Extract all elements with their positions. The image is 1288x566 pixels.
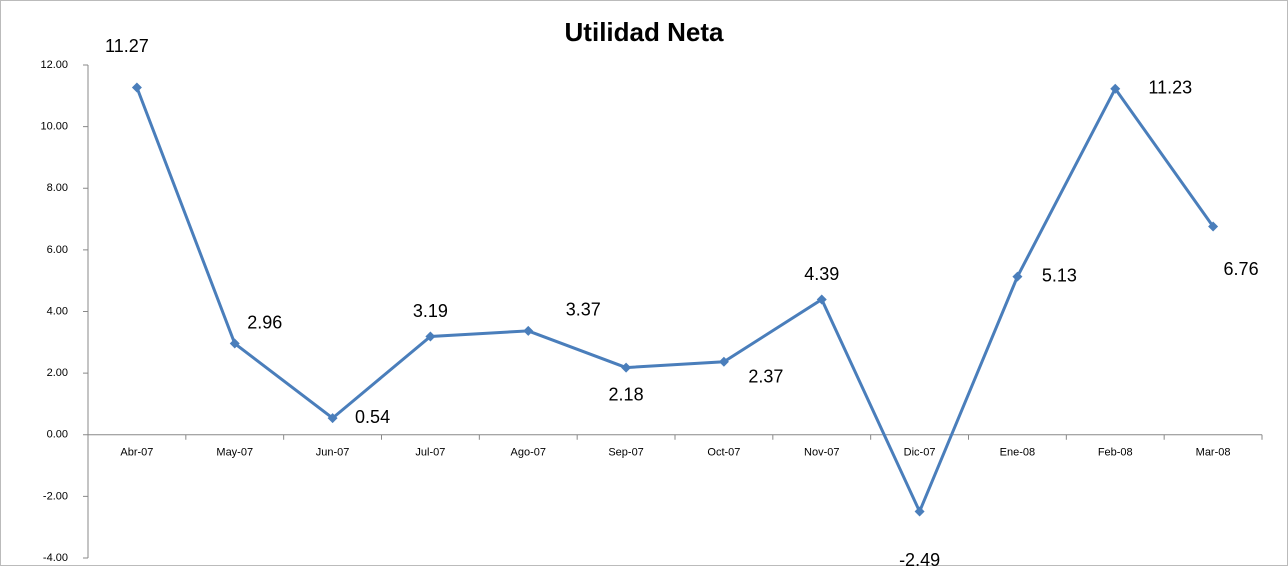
x-tick-label: Feb-08	[1098, 447, 1133, 459]
x-tick-label: Jul-07	[415, 447, 445, 459]
data-label: 3.19	[413, 301, 448, 321]
y-tick-label: 10.00	[40, 121, 68, 133]
y-tick-label: 6.00	[47, 244, 68, 256]
x-tick-label: Jun-07	[316, 447, 350, 459]
data-label: -2.49	[899, 550, 940, 566]
data-label: 2.37	[748, 366, 783, 386]
marker	[914, 506, 925, 517]
x-tick-label: Mar-08	[1196, 447, 1231, 459]
y-tick-label: 2.00	[47, 367, 68, 379]
marker	[327, 413, 338, 424]
x-tick-label: Ene-08	[1000, 447, 1035, 459]
data-label: 2.96	[247, 312, 282, 332]
x-tick-label: Sep-07	[608, 447, 643, 459]
data-label: 11.27	[105, 36, 149, 56]
chart-title: Utilidad Neta	[565, 17, 724, 47]
data-label: 0.54	[355, 407, 390, 427]
marker	[229, 338, 240, 349]
marker	[131, 82, 142, 93]
y-tick-label: 0.00	[47, 429, 68, 441]
y-tick-label: 4.00	[47, 305, 68, 317]
data-label: 6.76	[1224, 259, 1259, 279]
data-label: 4.39	[804, 264, 839, 284]
marker	[621, 362, 632, 373]
y-tick-label: -2.00	[43, 490, 68, 502]
x-tick-label: May-07	[216, 447, 253, 459]
data-label: 2.18	[609, 384, 644, 404]
marker	[523, 325, 534, 336]
x-tick-label: Ago-07	[511, 447, 546, 459]
marker	[1208, 221, 1219, 232]
y-tick-label: 8.00	[47, 182, 68, 194]
marker	[1110, 83, 1121, 94]
x-tick-label: Nov-07	[804, 447, 839, 459]
data-label: 3.37	[566, 300, 601, 320]
marker	[425, 331, 436, 342]
x-tick-label: Oct-07	[707, 447, 740, 459]
marker	[1012, 271, 1023, 282]
marker	[718, 356, 729, 367]
x-tick-label: Abr-07	[120, 447, 153, 459]
marker	[816, 294, 827, 305]
data-label: 5.13	[1042, 265, 1077, 285]
data-label: 11.23	[1148, 77, 1192, 97]
y-tick-label: -4.00	[43, 552, 68, 564]
x-tick-label: Dic-07	[904, 447, 936, 459]
y-tick-label: 12.00	[40, 59, 68, 71]
series-line	[135, 85, 1215, 516]
